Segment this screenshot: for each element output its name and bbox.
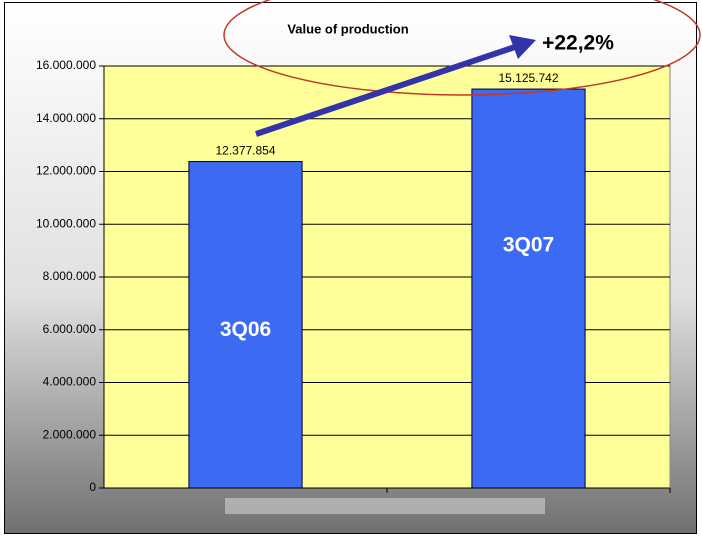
y-tick-label: 12.000.000 (36, 164, 96, 178)
value-label: 15.125.742 (498, 71, 558, 85)
y-tick-label: 14.000.000 (36, 111, 96, 125)
y-tick-label: 8.000.000 (43, 269, 97, 283)
annotation: +22,2% (542, 32, 614, 55)
axis-label-box (225, 498, 545, 514)
y-tick-label: 10.000.000 (36, 216, 96, 230)
y-tick-label: 6.000.000 (43, 322, 97, 336)
y-tick-label: 16.000.000 (36, 58, 96, 72)
bar-label: 3Q07 (503, 234, 554, 257)
bar (471, 88, 586, 489)
value-label: 12.377.854 (215, 144, 275, 158)
y-tick-label: 0 (89, 480, 96, 494)
chart-title: Value of production (287, 21, 408, 36)
y-tick-label: 2.000.000 (43, 427, 97, 441)
arrow-head (509, 35, 536, 59)
y-tick-label: 4.000.000 (43, 375, 97, 389)
growth-arrow (255, 44, 516, 137)
bar-label: 3Q06 (220, 318, 271, 341)
highlight-ellipse (223, 0, 701, 96)
